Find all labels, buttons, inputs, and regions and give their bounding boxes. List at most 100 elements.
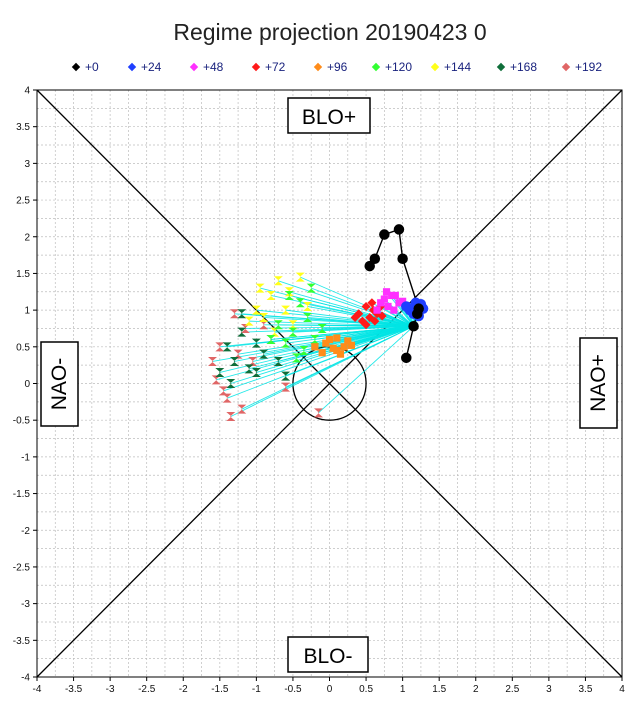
data-point-plus24	[401, 301, 412, 312]
trajectory-segment	[230, 325, 414, 417]
data-point-plus96	[322, 339, 330, 347]
data-point-plus96	[347, 341, 356, 349]
legend-marker	[496, 62, 506, 72]
x-tick-label: 0	[327, 684, 333, 695]
data-point-plus120	[292, 353, 302, 363]
data-point-plus168	[244, 364, 254, 374]
x-tick-label: 3.5	[578, 684, 592, 695]
trajectory-segment	[252, 325, 414, 362]
data-point-plus144	[259, 312, 269, 322]
legend-label: +72	[265, 60, 286, 74]
data-point-plus48	[384, 302, 392, 311]
trajectory-segment	[256, 309, 414, 327]
data-point-plus96	[329, 344, 337, 352]
trajectory-segment	[270, 295, 414, 327]
data-point-plus192	[233, 349, 243, 359]
legend-marker	[189, 62, 199, 72]
data-point-plus0	[397, 253, 408, 265]
legend-label: +192	[575, 60, 602, 74]
data-point-plus144	[303, 301, 313, 311]
trajectory-segment	[285, 309, 414, 327]
legend-marker	[561, 62, 571, 72]
data-point-plus144	[273, 276, 283, 286]
legend-label: +24	[141, 60, 162, 74]
data-point-plus192	[237, 404, 247, 414]
diagonal-line-ascending	[36, 89, 623, 678]
data-point-plus168	[222, 342, 232, 352]
data-point-plus192	[222, 393, 232, 403]
data-point-plus192	[218, 386, 228, 396]
data-point-plus0	[379, 229, 390, 240]
data-point-plus96	[340, 343, 348, 351]
data-point-plus168	[229, 356, 239, 366]
data-point-plus120	[284, 290, 294, 300]
data-point-plus144	[288, 320, 298, 330]
y-tick-label: 2.5	[16, 196, 30, 207]
x-tick-label: -4	[33, 684, 42, 695]
data-point-plus192	[226, 412, 236, 422]
data-point-plus120	[317, 323, 327, 333]
data-point-plus96	[318, 349, 326, 357]
data-point-plus192	[211, 375, 221, 385]
y-tick-label: 3	[24, 159, 30, 170]
region-label-top: BLO+	[287, 97, 371, 134]
data-point-plus48	[373, 306, 381, 314]
data-point-plus96	[336, 350, 345, 358]
legend-marker	[313, 62, 323, 72]
data-point-plus168	[237, 327, 247, 337]
region-label-right: NAO+	[579, 337, 618, 429]
legend-label: +96	[327, 60, 348, 74]
trajectory-segment	[285, 325, 414, 344]
data-point-plus144	[295, 272, 305, 282]
data-point-plus96	[325, 335, 334, 344]
y-tick-label: 0	[24, 379, 30, 390]
data-point-plus120	[306, 283, 316, 293]
trajectory-segment	[223, 325, 414, 392]
trajectory-segment	[241, 325, 414, 333]
trajectory-segment	[278, 280, 414, 327]
legend-label: +120	[385, 60, 412, 74]
data-point-plus48	[380, 295, 388, 303]
data-point-plus0	[413, 303, 424, 314]
y-tick-label: 1	[24, 306, 30, 317]
y-tick-label: 1.5	[16, 269, 30, 280]
data-point-plus72	[361, 301, 371, 311]
data-point-plus168	[237, 309, 247, 319]
legend-marker	[371, 62, 381, 72]
y-tick-label: 4	[24, 86, 30, 97]
data-point-plus144	[266, 290, 276, 300]
x-tick-label: 4	[619, 684, 625, 695]
x-tick-label: -0.5	[284, 684, 302, 695]
y-tick-label: -2	[21, 526, 30, 537]
data-point-plus96	[344, 337, 352, 345]
data-point-plus48	[382, 288, 391, 296]
data-point-plus48	[390, 306, 398, 314]
data-point-plus168	[251, 367, 261, 377]
data-point-plus120	[310, 334, 320, 344]
region-label-right-text: NAO+	[587, 354, 610, 412]
x-tick-label: 2.5	[505, 684, 519, 695]
y-tick-label: 0.5	[16, 342, 30, 353]
region-label-left-text: NAO-	[48, 358, 71, 411]
x-tick-label: 0.5	[359, 684, 373, 695]
data-point-plus0	[408, 321, 419, 332]
data-point-plus48	[377, 299, 385, 307]
data-point-plus72	[377, 311, 387, 321]
data-point-plus168	[215, 367, 225, 377]
x-tick-label: -3.5	[65, 684, 83, 695]
y-tick-label: -3	[21, 599, 30, 610]
chart-title: Regime projection 20190423 0	[173, 19, 486, 45]
data-point-plus168	[259, 349, 269, 359]
data-point-plus144	[270, 327, 280, 337]
data-point-plus96	[333, 334, 341, 342]
data-point-plus120	[266, 334, 276, 344]
data-point-plus48	[399, 297, 407, 305]
data-point-plus120	[299, 345, 309, 355]
regime-diagonals	[36, 89, 623, 678]
region-label-bottom: BLO-	[287, 636, 369, 673]
data-point-plus192	[259, 320, 269, 330]
trajectory-segment	[263, 324, 414, 327]
data-points	[208, 224, 429, 422]
data-point-plus144	[281, 305, 291, 315]
